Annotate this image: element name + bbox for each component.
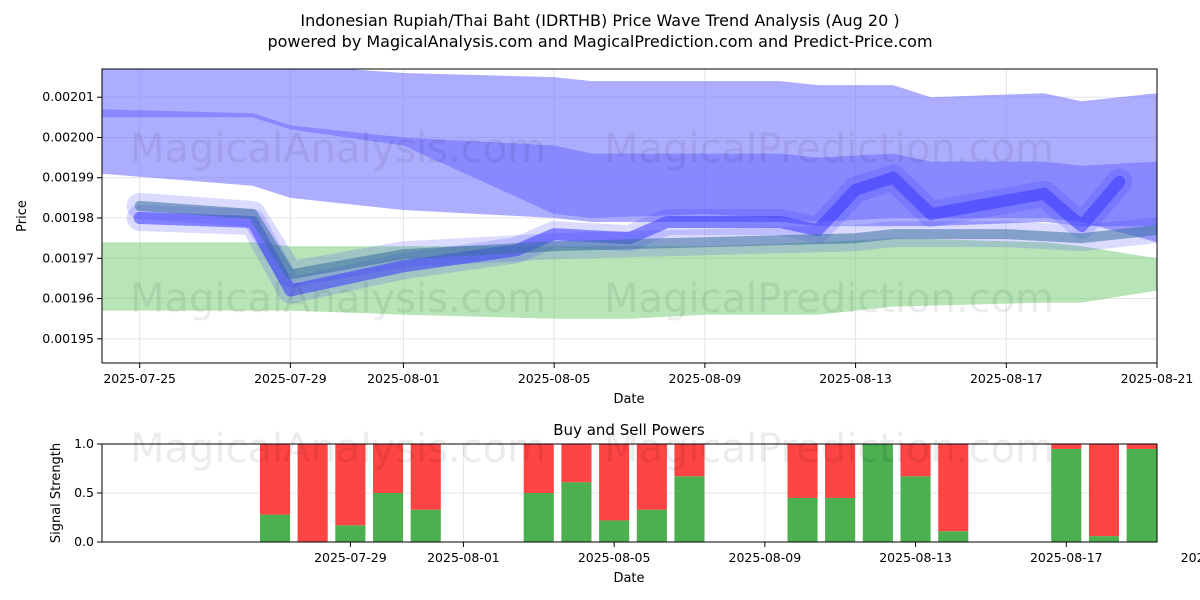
sell-bar (1051, 444, 1082, 449)
signal-chart: Buy and Sell Powers MagicalAnalysis.com M… (49, 421, 1200, 586)
sell-bar (938, 444, 969, 532)
sell-bar (787, 444, 818, 498)
buy-bar (373, 493, 404, 542)
price-wave-line-1 (134, 200, 1157, 280)
price-bands (102, 69, 1157, 319)
signal-x-label: Date (613, 571, 644, 586)
chart-title-line1: Indonesian Rupiah/Thai Baht (IDRTHB) Pri… (300, 11, 899, 30)
price-chart: MagicalAnalysis.com MagicalPrediction.com… (15, 68, 1193, 407)
sell-bar (523, 444, 554, 493)
price-y-tick-label: 0.00198 (42, 210, 94, 225)
price-x-tick-label: 2025-08-09 (669, 371, 742, 386)
price-y-tick-label: 0.00201 (42, 89, 94, 104)
price-x-label: Date (613, 392, 644, 407)
buy-bar (787, 497, 818, 542)
buy-bar (410, 509, 441, 542)
price-x-tick-label: 2025-08-21 (1121, 371, 1194, 386)
price-waves (126, 164, 1157, 304)
signal-x-tick-label: 2025-08-09 (729, 550, 802, 565)
price-y-label: Price (15, 200, 30, 232)
sell-bar (636, 444, 667, 510)
buy-bar (260, 514, 291, 542)
buy-bar (862, 444, 893, 542)
price-band-blue-1 (102, 109, 1157, 243)
sell-bar (674, 444, 705, 477)
price-x-tick-label: 2025-08-05 (518, 371, 591, 386)
watermark-text: MagicalAnalysis.com (130, 426, 546, 472)
signal-x-tick-label: 2025-08-21 (1181, 550, 1200, 565)
buy-bar (1088, 536, 1119, 542)
signal-x-ticks: 2025-07-29 2025-08-01 2025-08-05 2025-08-09… (314, 542, 1200, 565)
price-axes-frame (101, 68, 1158, 364)
buy-bar (825, 497, 856, 542)
price-x-ticks: 2025-07-25 2025-07-29 2025-08-01 2025-08-05… (103, 363, 1193, 386)
price-x-tick-label: 2025-08-13 (819, 371, 892, 386)
signal-watermarks: MagicalAnalysis.com MagicalPrediction.com (130, 426, 1054, 472)
signal-x-tick-label: 2025-08-13 (879, 550, 952, 565)
price-y-tick-label: 0.00197 (42, 250, 94, 265)
sell-bar (599, 444, 630, 521)
buy-bar (1126, 448, 1157, 542)
buy-bar (523, 493, 554, 542)
price-y-tick-label: 0.00200 (42, 129, 94, 144)
watermark-text: MagicalPrediction.com (604, 276, 1054, 322)
sell-bar (825, 444, 856, 498)
chart-title-line2: powered by MagicalAnalysis.com and Magic… (267, 32, 932, 51)
price-x-tick-label: 2025-08-17 (970, 371, 1043, 386)
buy-bar (938, 531, 969, 542)
sell-bar (1088, 444, 1119, 537)
signal-y-tick-label: 1.0 (74, 436, 94, 451)
buy-bar (900, 476, 931, 542)
watermark-text: MagicalAnalysis.com (130, 276, 546, 322)
price-x-tick-label: 2025-07-25 (103, 371, 176, 386)
price-y-tick-label: 0.00199 (42, 170, 94, 185)
buy-bar (599, 520, 630, 542)
signal-y-label: Signal Strength (49, 443, 64, 543)
signal-bars (260, 444, 1157, 542)
sell-bar (1126, 444, 1157, 449)
watermark-text: MagicalPrediction.com (604, 126, 1054, 172)
signal-x-tick-label: 2025-07-29 (314, 550, 387, 565)
signal-y-ticks: 0.0 0.5 1.0 (74, 436, 102, 549)
sell-bar (373, 444, 404, 493)
signal-y-tick-label: 0.0 (74, 534, 94, 549)
signal-chart-title: Buy and Sell Powers (553, 421, 705, 439)
price-y-tick-label: 0.00196 (42, 291, 94, 306)
buy-bar (674, 476, 705, 542)
signal-x-tick-label: 2025-08-17 (1030, 550, 1103, 565)
price-x-tick-label: 2025-07-29 (254, 371, 327, 386)
buy-bar (636, 509, 667, 542)
sell-bar (561, 444, 592, 483)
sell-bar (335, 444, 366, 526)
signal-y-tick-label: 0.5 (74, 485, 94, 500)
price-x-tick-label: 2025-08-01 (367, 371, 440, 386)
price-y-ticks: 0.00195 0.00196 0.00197 0.00198 0.00199 0.002… (42, 89, 102, 346)
watermark-text: MagicalAnalysis.com (130, 126, 546, 172)
price-watermarks: MagicalAnalysis.com MagicalPrediction.com… (130, 126, 1054, 322)
sell-bar (260, 444, 291, 515)
signal-x-tick-label: 2025-08-05 (578, 550, 651, 565)
sell-bar (900, 444, 931, 477)
price-wave-line-0 (133, 171, 1126, 297)
signal-x-tick-label: 2025-08-01 (427, 550, 500, 565)
buy-bar (335, 525, 366, 542)
buy-bar (1051, 448, 1082, 542)
buy-bar (561, 482, 592, 542)
sell-bar (297, 444, 328, 542)
price-y-tick-label: 0.00195 (42, 331, 94, 346)
sell-bar (410, 444, 441, 510)
watermark-text: MagicalPrediction.com (604, 426, 1054, 472)
